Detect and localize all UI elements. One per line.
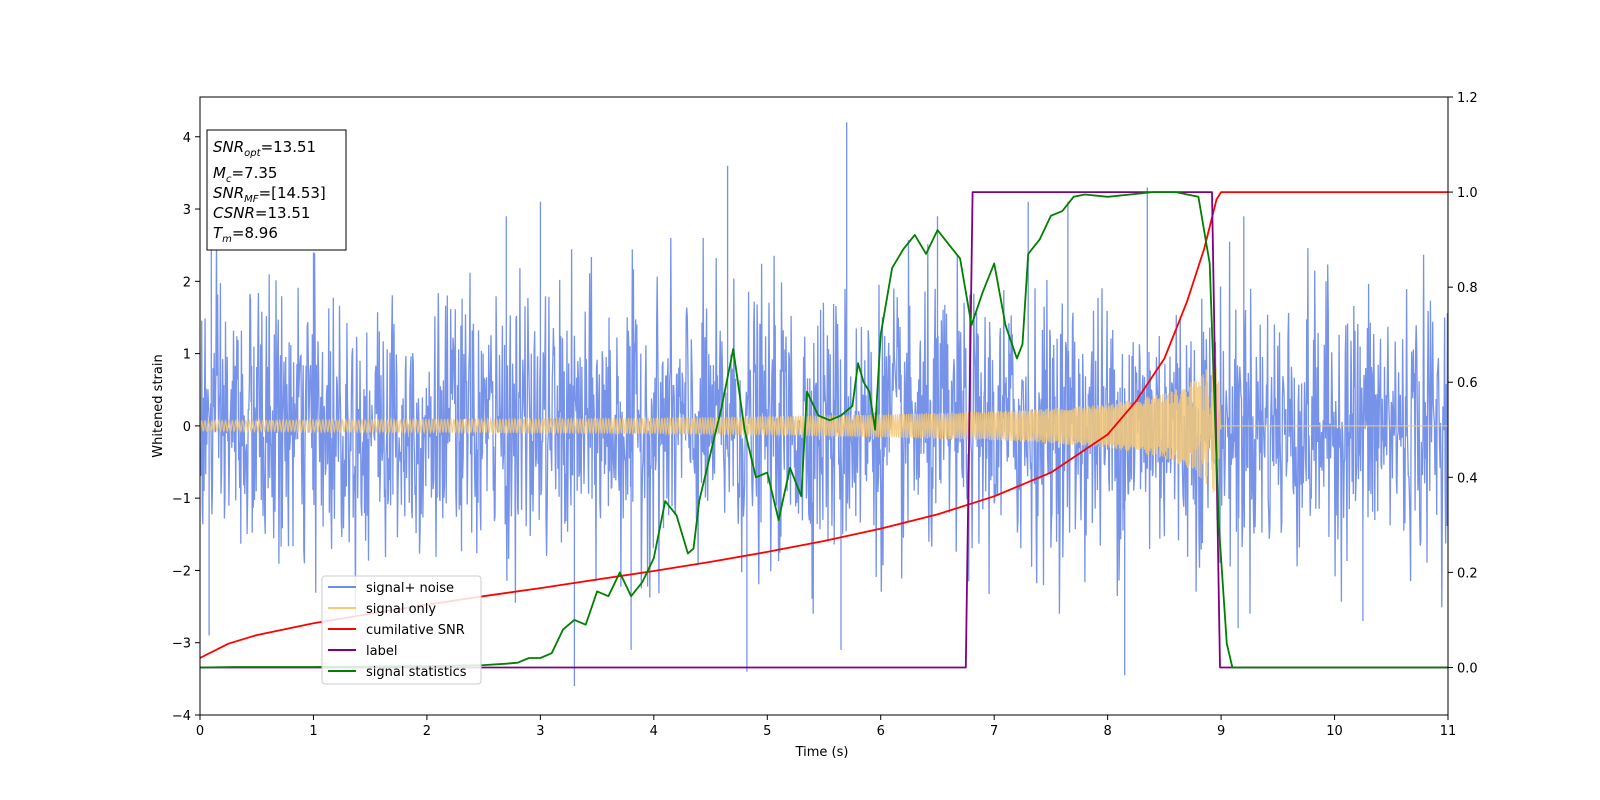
y-right-tick-label: 0.4 [1457, 471, 1478, 486]
x-tick-label: 5 [763, 724, 771, 739]
x-axis-label: Time (s) [795, 745, 849, 760]
annotation-tm: Tm=8.96 [213, 224, 278, 245]
annotation-box: SNRopt=13.51 Mc=7.35 SNRMF=[14.53] CSNR=… [206, 129, 347, 251]
y-left-tick-label: −2 [172, 564, 191, 579]
legend-label: signal only [366, 602, 436, 617]
x-tick-label: 0 [196, 724, 204, 739]
y-left-tick-label: 1 [183, 348, 191, 363]
y-right-tick-label: 0.6 [1457, 376, 1478, 391]
x-tick-label: 11 [1440, 724, 1457, 739]
legend-item-signal-statistics: signal statistics [328, 665, 467, 680]
legend-label: signal statistics [366, 665, 467, 680]
annotation-mc: Mc=7.35 [213, 164, 277, 185]
x-tick-label: 10 [1326, 724, 1343, 739]
y-left-tick-label: −1 [172, 492, 191, 507]
y-right-tick-label: 0.8 [1457, 281, 1478, 296]
legend-item-signal-noise: signal+ noise [328, 581, 454, 596]
legend-item-label: label [328, 644, 397, 659]
y-right-tick-label: 1.2 [1457, 91, 1478, 106]
axes-layer: 0 1 2 3 4 5 6 7 8 9 10 11 −4 −3 −2 −1 0 1 2 3 4 0.0 0.2 0.4 0.6 0… [172, 91, 1478, 739]
y-axis-label: Whitened strain [151, 354, 166, 457]
y-left-tick-label: 2 [183, 275, 191, 290]
y-right-tick-label: 0.2 [1457, 566, 1478, 581]
legend-item-cumulative-snr: cumilative SNR [328, 623, 465, 638]
annotation-csnr: CSNR=13.51 [213, 204, 310, 222]
series-signal-statistics [200, 191, 1448, 669]
y-right-tick-label: 0.0 [1457, 661, 1478, 676]
x-tick-label: 3 [536, 724, 544, 739]
legend-item-signal-only: signal only [328, 602, 436, 617]
y-left-tick-label: −3 [172, 637, 191, 652]
x-tick-label: 4 [650, 724, 658, 739]
y-left-tick-label: 3 [183, 203, 191, 218]
x-tick-label: 2 [423, 724, 431, 739]
legend-label: label [366, 644, 397, 659]
x-tick-label: 1 [309, 724, 317, 739]
y-left-tick-label: −4 [172, 709, 191, 724]
x-tick-label: 8 [1103, 724, 1111, 739]
x-tick-label: 9 [1217, 724, 1225, 739]
series-signal-only [200, 353, 1448, 498]
legend: signal+ noise signal only cumilative SNR… [321, 575, 482, 685]
y-left-tick-label: 4 [183, 131, 191, 146]
plot-frame [199, 96, 1449, 716]
x-tick-label: 6 [877, 724, 885, 739]
x-tick-label: 7 [990, 724, 998, 739]
annotation-snr-opt: SNRopt=13.51 [213, 138, 316, 159]
y-left-tick-label: 0 [183, 420, 191, 435]
legend-label: signal+ noise [366, 581, 454, 596]
legend-label: cumilative SNR [366, 623, 465, 638]
annotation-snr-mf: SNRMF=[14.53] [213, 184, 326, 205]
y-right-tick-label: 1.0 [1457, 186, 1478, 201]
